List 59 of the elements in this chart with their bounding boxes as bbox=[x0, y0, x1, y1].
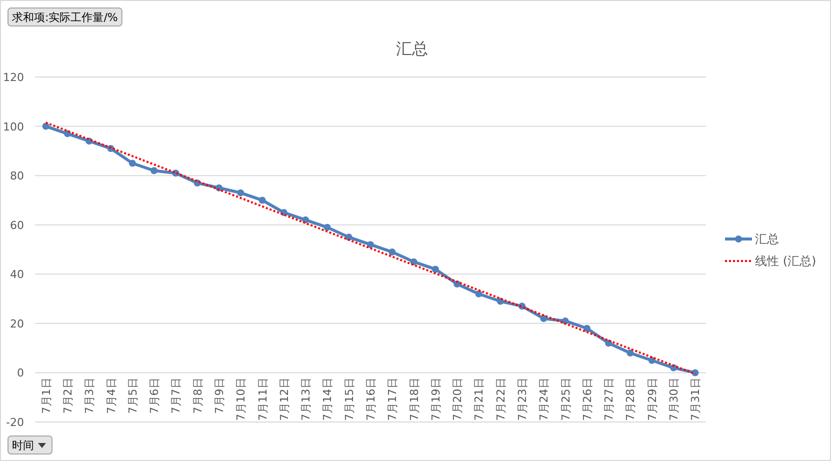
text: 求和项:实际工作量/% bbox=[12, 11, 118, 24]
x-tick-label: 7月5日 bbox=[126, 378, 140, 414]
y-tick-label: -20 bbox=[6, 416, 24, 429]
point bbox=[302, 216, 310, 224]
x-tick-label: 7月4日 bbox=[104, 378, 118, 414]
point bbox=[150, 167, 158, 174]
point bbox=[388, 248, 396, 256]
x-tick-label: 7月20日 bbox=[451, 378, 464, 421]
x-tick-label: 7月18日 bbox=[408, 378, 421, 421]
x-tick-label: 7月3日 bbox=[83, 378, 96, 414]
x-tick-label: 7月10日 bbox=[234, 378, 248, 421]
x-tick-label: 7月14日 bbox=[321, 378, 334, 421]
y-tick-label: 0 bbox=[17, 366, 24, 380]
y-tick-label: 40 bbox=[10, 268, 24, 282]
x-tick-label: 7月30日 bbox=[668, 378, 681, 421]
legend-label: 线性 (汇总) bbox=[755, 254, 816, 268]
point bbox=[258, 196, 266, 204]
x-tick-label: 7月26日 bbox=[580, 378, 594, 421]
point bbox=[583, 324, 590, 332]
x-tick-label: 7月2日 bbox=[61, 378, 74, 414]
x-tick-label: 7月6日 bbox=[148, 378, 162, 414]
x-tick-label: 7月19日 bbox=[429, 378, 442, 421]
x-tick-label: 7月22日 bbox=[494, 378, 508, 421]
point bbox=[128, 160, 136, 167]
x-tick-label: 7月31日 bbox=[689, 378, 702, 421]
point bbox=[237, 189, 244, 196]
point bbox=[648, 356, 656, 364]
chart-title: 汇总 bbox=[396, 39, 428, 58]
legend-label: 汇总 bbox=[755, 232, 779, 246]
point bbox=[540, 315, 548, 322]
x-tick-label: 7月28日 bbox=[624, 378, 638, 421]
x-tick-label: 7月27日 bbox=[602, 378, 616, 421]
x-tick-label: 7月1日 bbox=[40, 378, 53, 414]
point bbox=[42, 122, 50, 130]
x-tick-label: 7月12日 bbox=[278, 378, 291, 421]
x-tick-label: 7月29日 bbox=[646, 378, 659, 421]
x-tick-label: 7月13日 bbox=[300, 378, 313, 421]
point bbox=[367, 241, 374, 248]
y-tick-label: 120 bbox=[3, 71, 24, 84]
point bbox=[324, 224, 331, 231]
x-tick-label: 7月11日 bbox=[256, 378, 270, 421]
x-tick-label: 7月9日 bbox=[212, 378, 226, 414]
x-tick-label: 7月7日 bbox=[170, 378, 183, 414]
x-tick-label: 7月15日 bbox=[342, 378, 356, 421]
y-tick-label: 80 bbox=[10, 170, 24, 183]
text: 时间 bbox=[12, 439, 34, 452]
x-tick-label: 7月25日 bbox=[559, 378, 572, 421]
y-tick-label: 60 bbox=[10, 218, 24, 232]
point bbox=[432, 266, 439, 273]
y-tick-label: 20 bbox=[10, 317, 24, 330]
y-tick-label: 100 bbox=[3, 120, 24, 134]
x-tick-label: 7月16日 bbox=[364, 378, 378, 421]
point bbox=[626, 350, 634, 356]
x-tick-label: 7月8日 bbox=[191, 378, 204, 414]
x-tick-label: 7月21日 bbox=[472, 378, 486, 421]
point bbox=[475, 290, 482, 298]
x-tick-label: 7月17日 bbox=[386, 378, 400, 421]
x-tick-label: 7月23日 bbox=[516, 378, 530, 421]
x-tick-label: 7月24日 bbox=[538, 378, 551, 421]
